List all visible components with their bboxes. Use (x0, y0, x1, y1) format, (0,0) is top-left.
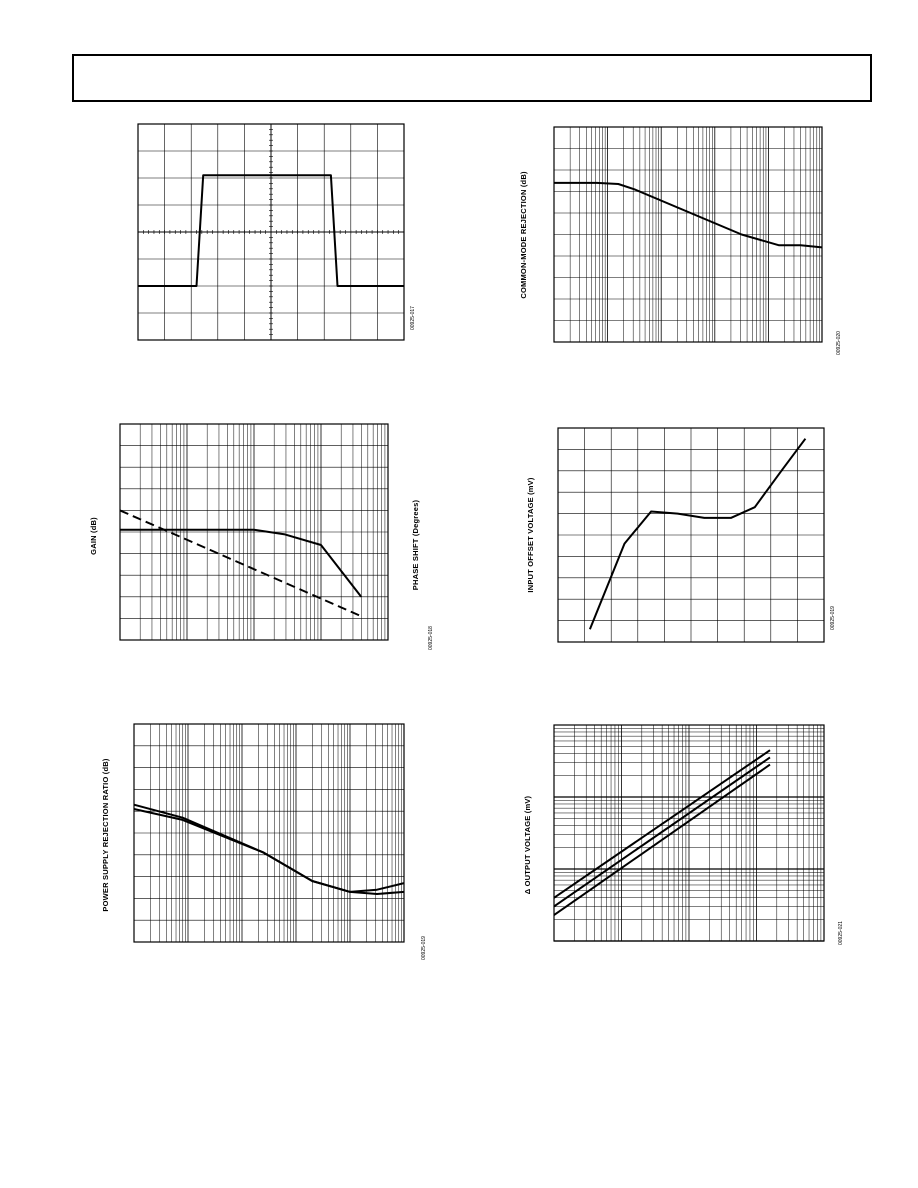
series-line-1 (588, 438, 807, 630)
y-axis-label: Δ OUTPUT VOLTAGE (mV) (523, 795, 532, 894)
y-axis-label: POWER SUPPLY REJECTION RATIO (dB) (101, 758, 110, 911)
y-axis-label: INPUT OFFSET VOLTAGE (mV) (526, 477, 535, 592)
plot-frame (119, 423, 389, 641)
chart-cmrr: COMMON-MODE REJECTION (dB) 00925-020 (519, 126, 842, 355)
y-axis-label-secondary: PHASE SHIFT (Degrees) (411, 499, 420, 590)
y-axis-label: GAIN (dB) (89, 517, 98, 555)
y-axis-label: COMMON-MODE REJECTION (dB) (519, 171, 528, 299)
series-line-2 (133, 803, 405, 895)
figure-code: 00925-017 (410, 306, 416, 330)
chart-gain-phase: GAIN (dB) PHASE SHIFT (Degrees) 00925-018 (89, 423, 434, 650)
chart-psrr: POWER SUPPLY REJECTION RATIO (dB) 00925-0… (101, 723, 427, 960)
figure-code: 00925-020 (836, 331, 842, 355)
chart-delta-vout: Δ OUTPUT VOLTAGE (mV) 00925-021 (523, 724, 844, 945)
figure-code: 00925-018 (428, 626, 434, 650)
figure-code: 00925-021 (838, 921, 844, 945)
chart-offset: INPUT OFFSET VOLTAGE (mV) 00925-019 (526, 427, 836, 643)
page-header-box (72, 54, 872, 102)
plot-frame (553, 126, 823, 343)
plot-frame (137, 123, 405, 341)
chart-pulse: 00925-017 (137, 123, 416, 341)
figure-code: 00925-019 (830, 606, 836, 630)
series-line-3 (553, 763, 771, 916)
plot-frame (553, 724, 825, 942)
series-line-2 (553, 756, 771, 908)
series-line-1 (120, 528, 362, 598)
series-line-1 (138, 174, 404, 287)
series-line-1 (553, 749, 771, 899)
series-line-1 (554, 181, 823, 249)
plot-frame (133, 723, 405, 943)
series-line-1 (133, 808, 405, 893)
plot-frame (557, 427, 825, 643)
series-line-2 (119, 509, 362, 618)
figure-code: 00925-019 (421, 936, 427, 960)
